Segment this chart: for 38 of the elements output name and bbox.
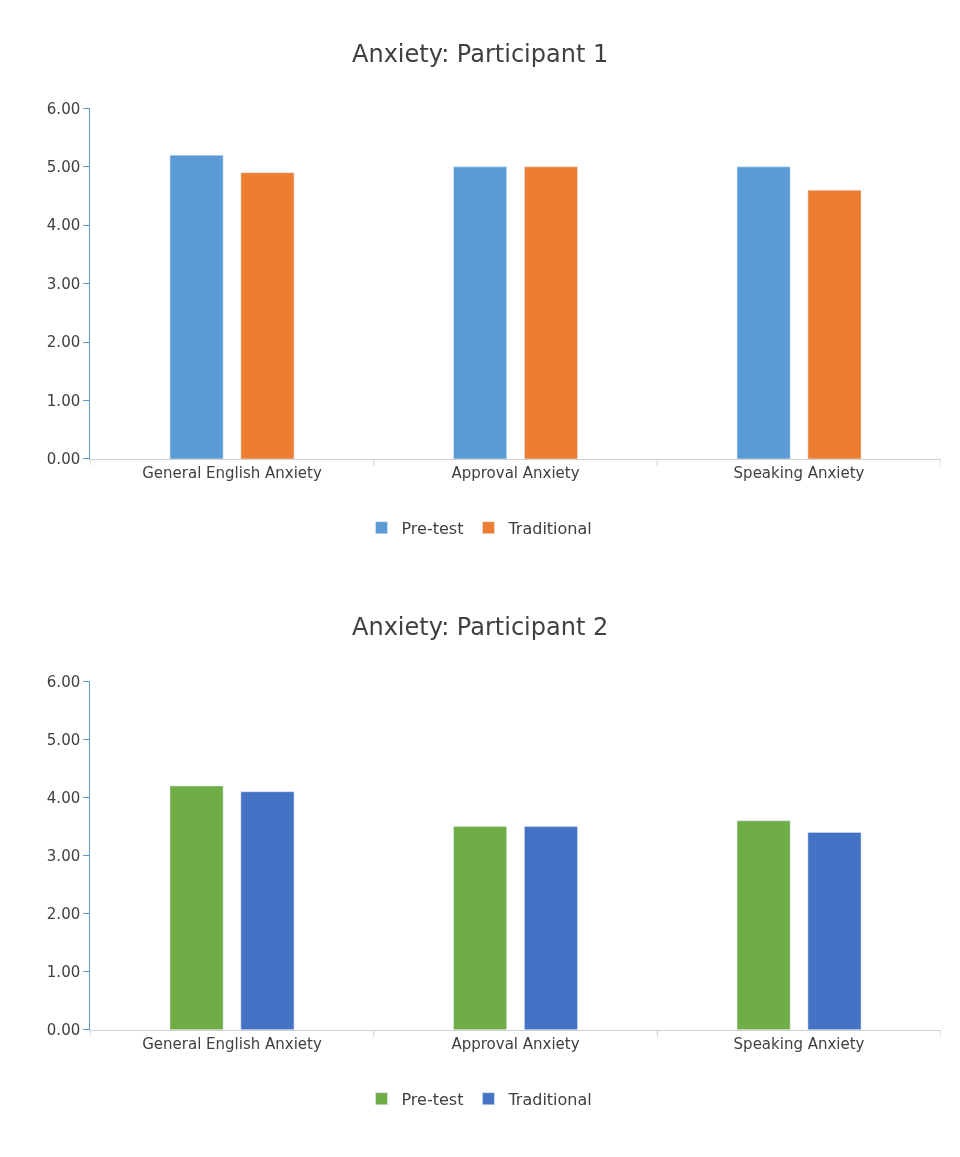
chart-title: Anxiety: Participant 1 bbox=[352, 40, 609, 68]
y-tick-label: 1.00 bbox=[46, 963, 81, 982]
bar bbox=[807, 832, 862, 1030]
bar bbox=[240, 172, 295, 459]
bar bbox=[453, 166, 507, 459]
x-tick-label: Speaking Anxiety bbox=[733, 1034, 865, 1053]
legend-label: Traditional bbox=[507, 1089, 592, 1109]
y-tick-label: 4.00 bbox=[46, 216, 81, 235]
bar bbox=[169, 785, 224, 1030]
y-tick-label: 3.00 bbox=[46, 846, 81, 865]
y-tick-label: 2.00 bbox=[46, 904, 81, 923]
y-tick-label: 0.00 bbox=[46, 1021, 81, 1040]
chart-title: Anxiety: Participant 2 bbox=[352, 613, 609, 641]
bar bbox=[807, 189, 862, 459]
x-tick-label: General English Anxiety bbox=[142, 463, 322, 482]
y-tick-label: 5.00 bbox=[46, 158, 81, 177]
bar bbox=[524, 166, 578, 459]
y-tick-label: 2.00 bbox=[46, 333, 81, 352]
bar bbox=[524, 826, 578, 1030]
legend-label: Pre-test bbox=[401, 1089, 464, 1109]
bar bbox=[736, 820, 791, 1030]
bar bbox=[240, 791, 295, 1030]
y-tick-label: 4.00 bbox=[46, 788, 81, 807]
y-tick-label: 6.00 bbox=[46, 99, 81, 118]
y-tick-label: 1.00 bbox=[46, 391, 81, 410]
x-tick-label: Speaking Anxiety bbox=[733, 463, 865, 482]
y-tick-label: 0.00 bbox=[46, 450, 81, 469]
x-tick-label: Approval Anxiety bbox=[451, 463, 580, 482]
y-tick-label: 5.00 bbox=[46, 730, 81, 749]
bar bbox=[736, 166, 791, 459]
legend-label: Pre-test bbox=[401, 518, 464, 538]
x-tick-label: General English Anxiety bbox=[142, 1034, 322, 1053]
bar bbox=[169, 154, 224, 459]
y-tick-label: 6.00 bbox=[46, 672, 81, 691]
bar bbox=[453, 826, 507, 1030]
x-tick-label: Approval Anxiety bbox=[451, 1034, 580, 1053]
legend-label: Traditional bbox=[507, 518, 592, 538]
y-tick-label: 3.00 bbox=[46, 274, 81, 293]
